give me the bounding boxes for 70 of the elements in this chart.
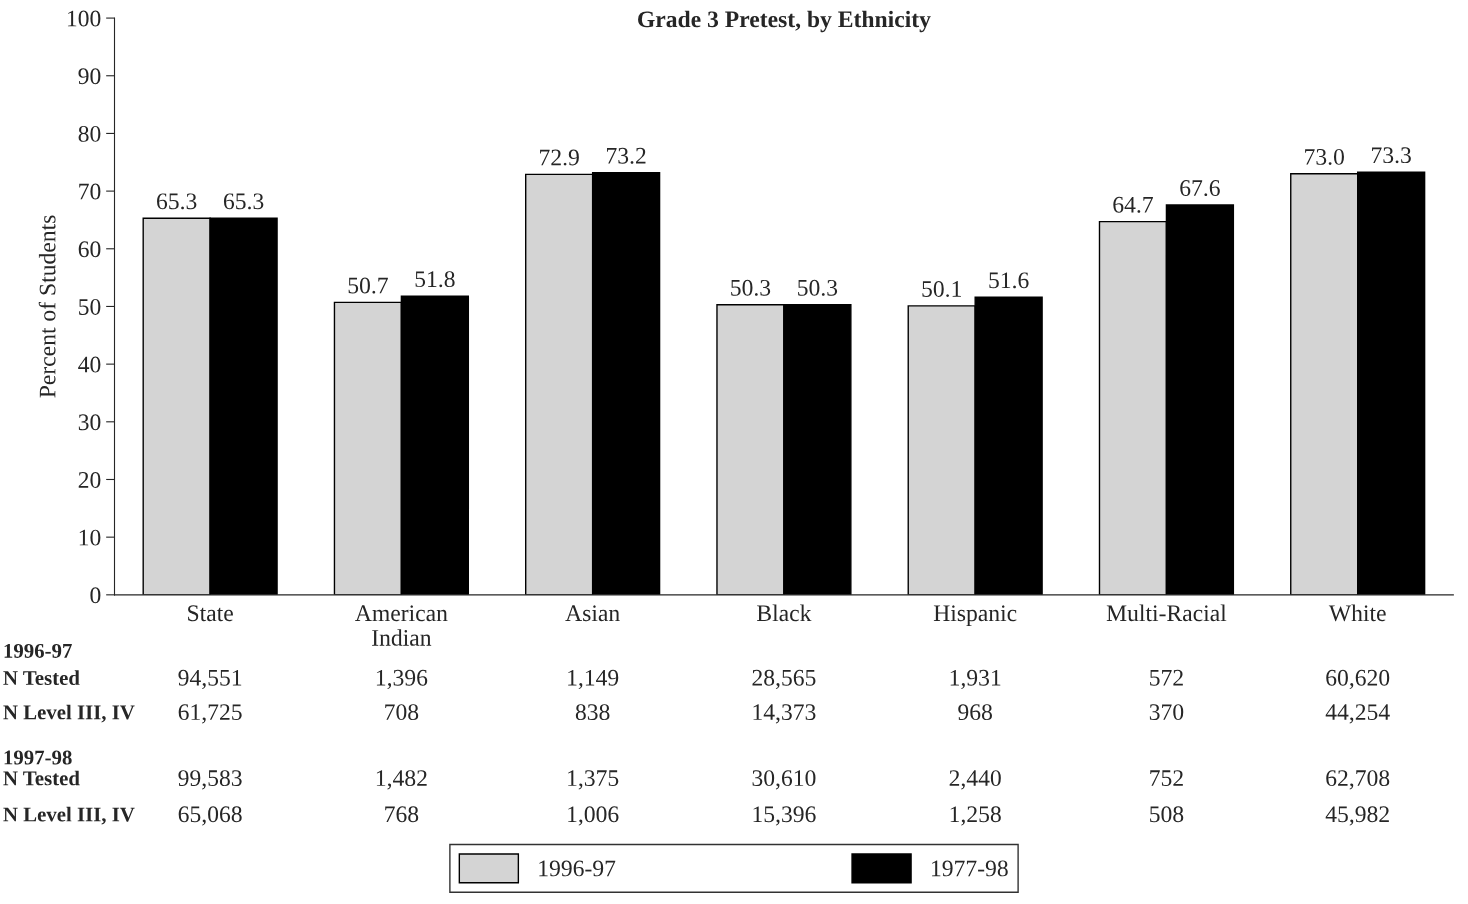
chart-title: Grade 3 Pretest, by Ethnicity bbox=[638, 10, 931, 33]
data-label: 50.3 bbox=[731, 279, 771, 296]
y-tick-label: 90 bbox=[78, 68, 101, 85]
data-label: 51.8 bbox=[415, 271, 455, 288]
data-label: 72.9 bbox=[540, 149, 579, 166]
text: 28,565 bbox=[752, 669, 816, 690]
text: 30,610 bbox=[752, 770, 816, 790]
text: 45,982 bbox=[1325, 806, 1389, 826]
text: 1996-97 bbox=[4, 643, 72, 658]
text: 94,551 bbox=[178, 669, 242, 690]
y-tick-label: 60 bbox=[78, 241, 101, 258]
data-label: 73.0 bbox=[1305, 148, 1344, 165]
text: 752 bbox=[1150, 770, 1183, 787]
legend-label: 1977-98 bbox=[932, 860, 1008, 877]
x-tick-label: Black bbox=[757, 604, 812, 622]
y-tick-label: 10 bbox=[79, 529, 101, 546]
x-tick-label: American Indian bbox=[355, 605, 448, 646]
x-tick-label: Multi-Racial bbox=[1106, 604, 1227, 622]
text: N Level III, IV bbox=[3, 806, 135, 825]
text: 1,375 bbox=[568, 770, 619, 790]
data-label: 51.6 bbox=[989, 272, 1029, 289]
text: 1,258 bbox=[950, 806, 1001, 826]
text: 1,482 bbox=[376, 770, 427, 790]
x-tick-label: State bbox=[188, 605, 233, 622]
y-tick-label: 50 bbox=[79, 298, 101, 315]
data-label: 65.3 bbox=[157, 193, 197, 210]
y-tick-label: 80 bbox=[78, 125, 101, 142]
text: 1,149 bbox=[568, 669, 619, 690]
data-label: 73.3 bbox=[1372, 147, 1411, 164]
text: 968 bbox=[958, 704, 992, 721]
y-tick-label: 40 bbox=[78, 356, 101, 373]
text: 14,373 bbox=[753, 704, 816, 724]
y-tick-label: 70 bbox=[79, 183, 101, 200]
legend-label: 1996-97 bbox=[539, 860, 616, 877]
x-tick-label: Hispanic bbox=[933, 605, 1017, 626]
data-label: 50.7 bbox=[348, 277, 388, 294]
text: 1997-98 bbox=[4, 750, 72, 765]
y-tick-label: 0 bbox=[90, 587, 101, 604]
y-tick-label: 100 bbox=[67, 10, 101, 27]
data-label: 65.3 bbox=[223, 193, 264, 210]
data-label: 73.2 bbox=[607, 147, 646, 164]
data-label: 50.3 bbox=[798, 279, 838, 296]
text: 1,931 bbox=[950, 669, 1001, 690]
text: 1,396 bbox=[376, 669, 428, 690]
data-label: 67.6 bbox=[1180, 180, 1220, 197]
y-tick-label: 20 bbox=[78, 471, 101, 488]
x-tick-label: White bbox=[1328, 604, 1386, 622]
text: 99,583 bbox=[178, 770, 242, 790]
x-tick-label: Asian bbox=[565, 605, 620, 622]
text: 768 bbox=[385, 806, 419, 823]
data-label: 50.1 bbox=[922, 280, 961, 298]
text: 838 bbox=[575, 704, 610, 721]
text: 15,396 bbox=[753, 806, 816, 826]
text: N Tested bbox=[3, 670, 80, 686]
text: 44,254 bbox=[1325, 704, 1390, 724]
text: 61,725 bbox=[178, 704, 242, 724]
data-label: 64.7 bbox=[1113, 196, 1153, 213]
text: 708 bbox=[385, 704, 419, 721]
y-axis-title: Percent of Students bbox=[38, 215, 56, 398]
text: 65,068 bbox=[178, 806, 242, 826]
y-tick-label: 30 bbox=[78, 414, 101, 431]
text: 572 bbox=[1150, 669, 1183, 686]
text: N Tested bbox=[3, 770, 80, 786]
text: 2,440 bbox=[949, 770, 1001, 790]
text: 60,620 bbox=[1326, 669, 1390, 690]
text: N Level III, IV bbox=[3, 704, 135, 723]
text: 508 bbox=[1150, 806, 1184, 823]
text: 1,006 bbox=[568, 806, 619, 826]
text: 62,708 bbox=[1326, 770, 1390, 790]
text: 370 bbox=[1149, 704, 1184, 721]
